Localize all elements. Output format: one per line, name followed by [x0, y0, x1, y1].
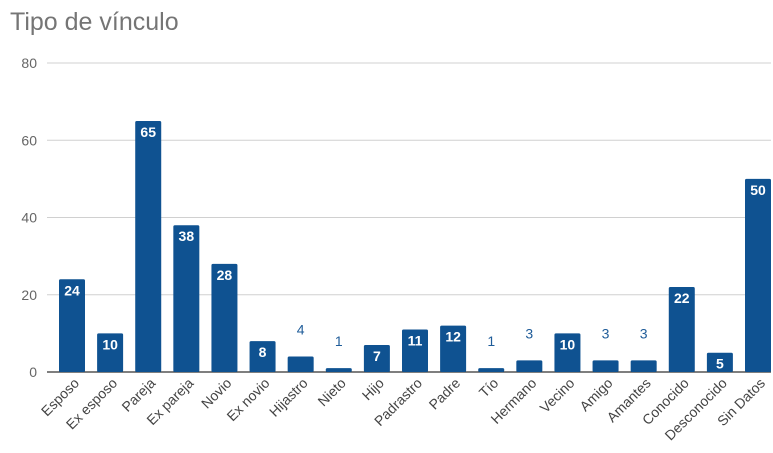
data-label: 11 [408, 333, 423, 349]
data-label: 38 [179, 228, 195, 244]
data-label: 3 [525, 325, 533, 341]
data-label: 3 [640, 325, 648, 341]
chart-title: Tipo de vínculo [10, 8, 179, 36]
category-label: Hijastro [266, 375, 311, 420]
bar [516, 360, 543, 372]
y-tick-label: 60 [21, 132, 37, 148]
bar [363, 344, 390, 372]
category-label: Tío [476, 375, 502, 401]
bar [630, 360, 657, 372]
data-label: 10 [102, 336, 118, 352]
bar [325, 368, 352, 372]
bar [592, 360, 619, 372]
bar [478, 368, 505, 372]
data-label: 10 [560, 336, 576, 352]
bar [554, 333, 581, 372]
bar [745, 178, 771, 372]
data-label: 65 [140, 124, 156, 140]
data-label: 28 [217, 267, 233, 283]
data-label: 24 [64, 282, 80, 298]
bar [211, 263, 238, 372]
data-label: 1 [335, 333, 343, 349]
data-label: 4 [297, 322, 305, 338]
bar [249, 341, 276, 372]
bar [402, 329, 428, 372]
data-label: 1 [487, 333, 495, 349]
bar [668, 287, 695, 372]
category-label: Vecino [537, 375, 578, 416]
bar [97, 333, 124, 372]
data-label: 22 [674, 290, 690, 306]
y-tick-label: 80 [21, 55, 37, 71]
y-tick-label: 20 [21, 287, 37, 303]
bar [287, 356, 314, 372]
bars [59, 120, 771, 372]
data-label: 12 [445, 329, 461, 345]
bar [59, 279, 85, 372]
bar [173, 225, 200, 372]
bar [440, 325, 467, 372]
category-label: Nieto [314, 375, 349, 410]
data-label: 8 [259, 344, 267, 360]
category-label: Ex novio [223, 375, 272, 424]
y-tick-label: 0 [29, 364, 37, 380]
category-label: Padre [426, 375, 464, 413]
data-label: 50 [750, 182, 766, 198]
bar [135, 120, 162, 372]
y-tick-label: 40 [21, 210, 37, 226]
category-label: Hijo [359, 375, 388, 404]
data-label: 5 [716, 356, 724, 372]
data-label: 7 [373, 348, 381, 364]
data-label: 3 [602, 325, 610, 341]
y-axis-ticks: 0 20 40 60 80 [21, 55, 37, 380]
bar [706, 352, 733, 372]
